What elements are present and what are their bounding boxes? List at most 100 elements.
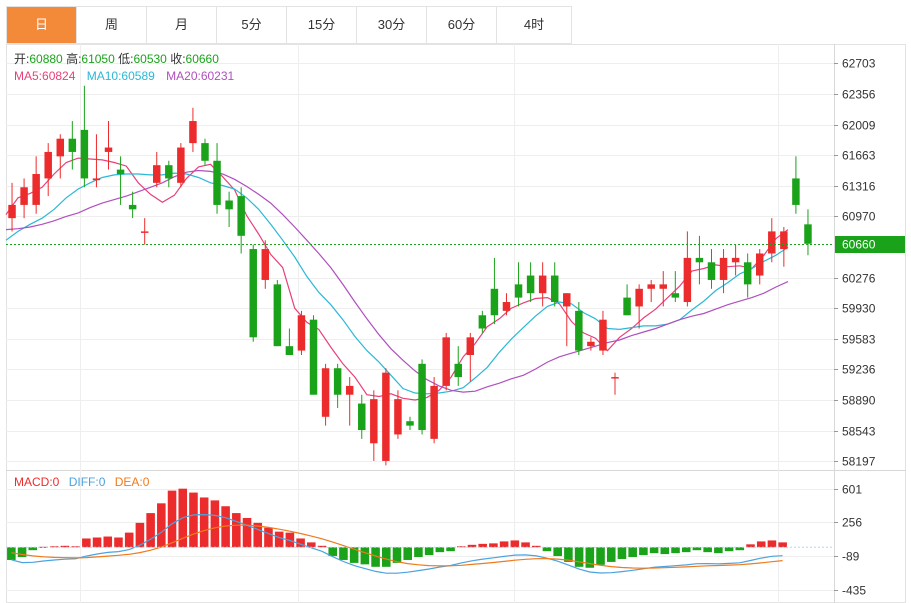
tab-30min[interactable]: 30分 — [357, 7, 427, 43]
candle — [478, 310, 487, 333]
macd-histogram — [7, 488, 787, 574]
macd-bar — [242, 517, 252, 548]
candle — [32, 156, 40, 214]
candle-body — [56, 138, 65, 157]
candle — [695, 235, 704, 285]
macd-bar — [628, 547, 637, 558]
candle — [177, 143, 185, 188]
macd-tick-label: -89 — [842, 550, 860, 564]
candle — [249, 244, 257, 342]
candle — [659, 271, 667, 307]
candle — [213, 143, 221, 214]
candle — [683, 231, 692, 307]
macd-bar — [7, 547, 16, 560]
candle — [273, 279, 282, 347]
last-price-badge — [835, 236, 905, 253]
candle — [128, 191, 137, 219]
macd-bar — [307, 542, 316, 548]
macd-bar — [510, 540, 520, 548]
macd-tick-label: 256 — [842, 516, 862, 530]
candle — [647, 279, 655, 303]
macd-bar — [660, 547, 670, 555]
candle-body — [213, 160, 221, 205]
candle-body — [333, 368, 342, 395]
candle-body — [575, 310, 583, 351]
tab-month[interactable]: 月 — [147, 7, 217, 43]
macd-bar — [649, 547, 659, 554]
price-tick-label: 60276 — [842, 272, 876, 286]
candle-body — [406, 421, 414, 426]
candle — [68, 121, 77, 170]
ma-line-ma10 — [5, 172, 789, 395]
candle-body — [358, 403, 366, 431]
ma10-value: 60589 — [121, 69, 155, 83]
candle-body — [104, 147, 113, 152]
candle — [165, 160, 173, 188]
macd-bar — [617, 547, 627, 559]
macd-bar — [446, 547, 455, 552]
ma10-label: MA10: — [87, 69, 122, 83]
candle — [792, 156, 800, 214]
macd-info: MACD:0 DIFF:0 DEA:0 — [14, 475, 150, 489]
tab-4hour[interactable]: 4时 — [497, 7, 571, 43]
price-tick-label: 59930 — [842, 302, 876, 316]
macd-tick-label: 601 — [842, 483, 862, 497]
candle-body — [285, 346, 294, 355]
macd-bar — [28, 547, 38, 551]
diff-value: 0 — [99, 475, 106, 489]
candle-body — [599, 319, 607, 351]
macd-bar — [114, 537, 123, 548]
candle — [526, 262, 535, 303]
candle-body — [68, 138, 77, 152]
macd-bar — [103, 536, 113, 548]
candle-body — [792, 178, 800, 205]
candle — [345, 377, 354, 426]
candle-body — [297, 315, 306, 351]
candle — [563, 293, 571, 347]
candle-body — [418, 363, 426, 431]
candle-body — [237, 196, 245, 236]
macd-bar — [456, 546, 466, 548]
macd-bar — [564, 547, 573, 562]
candle-body — [80, 129, 89, 179]
candle — [719, 249, 728, 294]
candle-body — [20, 187, 28, 205]
macd-bar — [681, 547, 691, 553]
macd-bar — [60, 545, 70, 548]
price-tick-label: 58890 — [842, 394, 876, 408]
macd-label: MACD: — [14, 475, 53, 489]
tab-60min[interactable]: 60分 — [427, 7, 497, 43]
macd-bar — [157, 503, 166, 548]
candle — [731, 244, 740, 276]
macd-bar — [639, 547, 648, 556]
macd-bar — [264, 527, 273, 548]
macd-bar — [392, 547, 402, 563]
macd-bar — [778, 542, 787, 548]
macd-bar — [210, 500, 220, 548]
macd-bar — [17, 547, 27, 558]
candle — [20, 178, 28, 219]
tab-week[interactable]: 周 — [77, 7, 147, 43]
candle-body — [201, 143, 209, 161]
candle — [671, 271, 680, 303]
candle-body — [526, 275, 535, 294]
candle-body — [44, 151, 52, 179]
candle — [237, 187, 245, 254]
candle — [502, 293, 511, 316]
candle-body — [8, 204, 16, 219]
macd-bar — [328, 547, 338, 557]
candle-body — [780, 231, 788, 250]
macd-bar — [424, 547, 434, 556]
candle — [430, 377, 438, 444]
candle — [261, 240, 270, 289]
macd-bar — [606, 547, 616, 562]
candle-body — [189, 121, 197, 144]
macd-bar — [531, 545, 541, 548]
tab-day[interactable]: 日 — [7, 7, 77, 43]
macd-bar — [274, 531, 284, 548]
tab-15min[interactable]: 15分 — [287, 7, 357, 43]
macd-bar — [382, 547, 391, 567]
tab-5min[interactable]: 5分 — [217, 7, 287, 43]
candle-body — [707, 262, 716, 280]
